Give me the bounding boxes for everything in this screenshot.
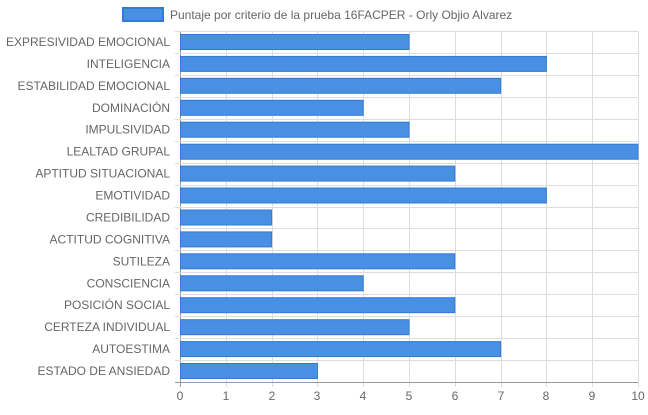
x-tick-label: 0: [177, 389, 184, 403]
bar[interactable]: [180, 143, 639, 160]
x-tick-label: 9: [589, 389, 596, 403]
y-tick-label: INTELIGENCIA: [87, 57, 170, 71]
bar[interactable]: [180, 165, 456, 182]
bar[interactable]: [180, 55, 547, 72]
bar[interactable]: [180, 275, 364, 292]
y-tick-label: EMOTIVIDAD: [95, 189, 170, 203]
y-tick-label: ESTABILIDAD EMOCIONAL: [18, 79, 171, 93]
y-tick-label: POSICIÓN SOCIAL: [64, 297, 170, 312]
bar[interactable]: [180, 187, 547, 204]
legend-label[interactable]: Puntaje por criterio de la prueba 16FACP…: [170, 8, 512, 22]
legend-swatch[interactable]: [122, 7, 164, 22]
x-tick-label: 8: [543, 389, 550, 403]
bar[interactable]: [180, 231, 273, 248]
bar[interactable]: [180, 297, 456, 314]
y-tick-label: EXPRESIVIDAD EMOCIONAL: [6, 35, 170, 49]
y-axis-labels: EXPRESIVIDAD EMOCIONAL INTELIGENCIA ESTABI…: [6, 35, 170, 378]
bar[interactable]: [180, 99, 364, 116]
x-tick-label: 3: [314, 389, 321, 403]
bar[interactable]: [180, 34, 410, 50]
y-tick-label: DOMINACIÓN: [92, 100, 170, 115]
x-tick-label: 10: [631, 389, 645, 403]
bar[interactable]: [180, 209, 273, 226]
bar[interactable]: [180, 121, 410, 138]
bar[interactable]: [180, 319, 410, 336]
x-tick-label: 4: [360, 389, 367, 403]
y-tick-label: CONSCIENCIA: [87, 276, 170, 290]
bar[interactable]: [180, 341, 502, 358]
x-axis-labels: 0 1 2 3 4 5 6 7 8 9 10: [177, 389, 645, 403]
x-tick-label: 2: [269, 389, 276, 403]
y-tick-label: APTITUD SITUACIONAL: [35, 167, 170, 181]
bar[interactable]: [180, 77, 502, 94]
x-tick-label: 5: [406, 389, 413, 403]
y-tick-label: SUTILEZA: [113, 254, 170, 268]
bar[interactable]: [180, 253, 456, 270]
bar[interactable]: [180, 363, 318, 379]
y-tick-label: LEALTAD GRUPAL: [67, 145, 171, 159]
y-tick-label: ESTADO DE ANSIEDAD: [38, 364, 171, 378]
y-tick-label: CERTEZA INDIVIDUAL: [44, 320, 170, 334]
x-tick-label: 6: [452, 389, 459, 403]
x-tick-label: 7: [498, 389, 505, 403]
y-tick-label: CREDIBILIDAD: [86, 211, 170, 225]
y-tick-label: AUTOESTIMA: [92, 342, 170, 356]
y-tick-label: IMPULSIVIDAD: [85, 123, 170, 137]
x-tick-label: 1: [223, 389, 230, 403]
legend[interactable]: Puntaje por criterio de la prueba 16FACP…: [122, 7, 512, 22]
bars: [180, 34, 639, 379]
y-tick-label: ACTITUD COGNITIVA: [50, 232, 170, 246]
